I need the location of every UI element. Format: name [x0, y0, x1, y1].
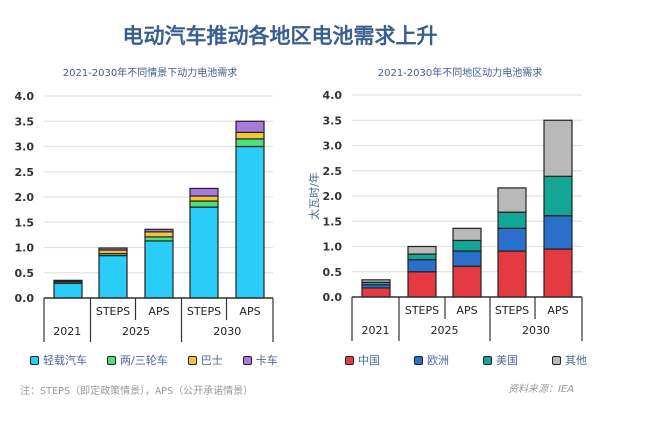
x-tick-scenario: APS	[456, 304, 477, 317]
legend-label: 轻载汽车	[43, 354, 87, 367]
bar-segment	[189, 200, 219, 208]
legend-right: 中国 欧洲 美国 其他	[345, 352, 621, 368]
y-tick-label: 1.5	[323, 215, 343, 228]
x-tick-scenario: APS	[148, 305, 169, 318]
bar-segment	[452, 239, 482, 252]
legend-item: 其他	[552, 352, 587, 368]
legend-swatch	[345, 355, 354, 365]
chart-title: 2021-2030年不同地区动力电池需求	[378, 66, 543, 79]
bar-segment	[452, 227, 482, 242]
legend-item: 巴士	[187, 352, 223, 368]
legend-label: 卡车	[255, 354, 278, 367]
bar-segment	[235, 131, 265, 140]
x-tick-year: 2025	[431, 324, 459, 337]
x-tick-year: 2021	[53, 325, 81, 338]
x-tick-year: 2021	[362, 324, 390, 337]
x-tick-scenario: STEPS	[96, 305, 130, 318]
legend-label: 美国	[496, 354, 518, 367]
bar-segment	[144, 228, 174, 233]
bar-segment	[407, 271, 437, 298]
legend-item: 卡车	[242, 352, 278, 368]
x-tick-year: 2025	[122, 325, 150, 338]
x-tick-year: 2030	[213, 325, 241, 338]
legend-label: 两/三轮车	[120, 354, 168, 367]
bar-segment	[497, 227, 527, 252]
footnote: 注：STEPS（即定政策情景），APS（公开承诺情景）	[20, 386, 254, 397]
chart-title: 2021-2030年不同情景下动力电池需求	[63, 66, 238, 79]
bar-segment	[361, 287, 391, 298]
legend-label: 中国	[358, 354, 380, 367]
legend-swatch	[552, 355, 561, 365]
legend-swatch	[107, 355, 116, 365]
legend-item: 两/三轮车	[107, 352, 168, 368]
y-tick-label: 4.0	[15, 90, 35, 103]
x-tick-scenario: STEPS	[405, 304, 439, 317]
y-tick-label: 2.0	[15, 191, 35, 204]
legend-label: 欧洲	[427, 354, 449, 367]
legend-swatch	[483, 355, 492, 365]
legend-swatch	[414, 355, 423, 365]
legend-label: 巴士	[200, 354, 223, 367]
y-tick-label: 0.0	[15, 292, 35, 305]
y-tick-label: 3.5	[15, 115, 35, 128]
bar-segment	[53, 279, 83, 282]
bar-segment	[543, 248, 573, 298]
y-tick-label: 4.0	[323, 89, 343, 102]
y-tick-label: 2.5	[15, 166, 35, 179]
y-tick-label: 2.5	[323, 165, 343, 178]
y-tick-label: 1.0	[323, 241, 343, 254]
bar-segment	[189, 187, 219, 197]
bar-segment	[543, 215, 573, 250]
y-tick-label: 3.0	[15, 141, 35, 154]
legend-label: 其他	[565, 354, 587, 367]
legend-item: 欧洲	[414, 352, 449, 368]
x-tick-scenario: APS	[547, 304, 568, 317]
bar-segment	[235, 120, 265, 133]
bar-segment	[235, 138, 265, 148]
legend-item: 中国	[345, 352, 380, 368]
bar-segment	[497, 211, 527, 229]
bar-segment	[452, 265, 482, 298]
bar-segment	[98, 247, 128, 251]
bar-segment	[235, 145, 265, 299]
y-tick-label: 1.5	[15, 216, 35, 229]
bar-segment	[189, 195, 219, 202]
bar-segment	[497, 187, 527, 213]
x-tick-year: 2030	[522, 324, 550, 337]
bar-segment	[497, 250, 527, 298]
bar-segment	[144, 240, 174, 299]
x-tick-scenario: STEPS	[187, 305, 221, 318]
y-tick-label: 3.5	[323, 114, 343, 127]
main-title: 电动汽车推动各地区电池需求上升	[122, 23, 438, 48]
y-tick-label: 0.0	[323, 291, 343, 304]
legend-left: 轻载汽车 两/三轮车 巴士 卡车	[30, 352, 298, 368]
bar-segment	[189, 206, 219, 299]
y-tick-label: 0.5	[15, 267, 35, 280]
bar-segment	[98, 254, 128, 299]
legend-swatch	[30, 355, 39, 365]
bar-segment	[407, 245, 437, 255]
bar-segment	[407, 253, 437, 261]
y-tick-label: 2.0	[323, 190, 343, 203]
legend-item: 轻载汽车	[30, 352, 87, 368]
legend-swatch	[187, 355, 197, 365]
legend-swatch	[242, 355, 252, 365]
bar-segment	[361, 279, 391, 283]
x-tick-scenario: STEPS	[495, 304, 529, 317]
bar-segment	[452, 250, 482, 267]
y-tick-label: 0.5	[323, 266, 343, 279]
legend-item: 美国	[483, 352, 518, 368]
bar-segment	[407, 259, 437, 273]
x-tick-scenario: APS	[239, 305, 260, 318]
bar-segment	[144, 231, 174, 238]
y-tick-label: 3.0	[323, 140, 343, 153]
y-axis-label: 太瓦时/年	[307, 172, 321, 220]
bar-segment	[144, 236, 174, 242]
bar-segment	[53, 282, 83, 299]
bar-segment	[543, 119, 573, 177]
source-note: 资料来源：IEA	[508, 384, 575, 395]
bar-segment	[543, 175, 573, 217]
y-tick-label: 1.0	[15, 242, 35, 255]
